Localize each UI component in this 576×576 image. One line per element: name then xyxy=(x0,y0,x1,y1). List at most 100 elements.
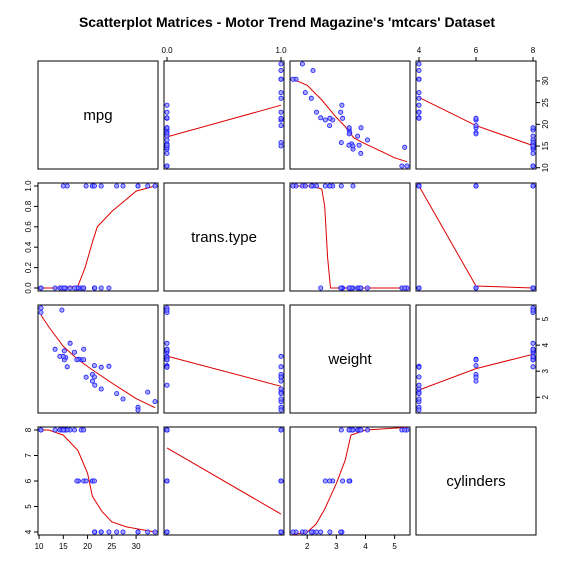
data-point xyxy=(327,123,333,129)
data-point xyxy=(152,183,158,189)
data-point xyxy=(302,183,308,189)
data-point xyxy=(164,115,170,121)
data-point xyxy=(364,285,370,291)
smoother-line xyxy=(418,353,534,391)
data-point xyxy=(278,353,284,359)
data-point xyxy=(278,396,284,402)
data-point xyxy=(67,285,73,291)
panel-mpg-vs-mpg: mpg xyxy=(37,60,159,170)
data-point xyxy=(91,363,97,369)
data-point xyxy=(164,142,170,148)
data-point xyxy=(350,183,356,189)
panel-frame xyxy=(37,182,159,292)
data-point xyxy=(120,183,126,189)
data-point xyxy=(302,90,308,96)
panel-frame xyxy=(163,60,285,170)
data-point xyxy=(322,478,328,484)
data-point xyxy=(416,407,422,413)
data-point xyxy=(530,163,536,169)
tick-label-right-mpg: 15 xyxy=(541,141,550,150)
tick-label-right-mpg: 20 xyxy=(541,119,550,128)
panel-mpg-vs-weight xyxy=(289,60,411,170)
smoother-line xyxy=(166,447,282,515)
panel-frame xyxy=(289,304,411,414)
data-point xyxy=(164,307,170,313)
data-point xyxy=(278,90,284,96)
panel-frame xyxy=(37,304,159,414)
data-point xyxy=(59,307,65,313)
data-point xyxy=(318,115,324,121)
data-point xyxy=(81,427,87,433)
panel-frame xyxy=(163,304,285,414)
data-point xyxy=(278,76,284,82)
data-point xyxy=(473,285,479,291)
data-point xyxy=(346,125,352,131)
data-point xyxy=(164,346,170,352)
data-point xyxy=(145,183,151,189)
data-point xyxy=(416,102,422,108)
data-point xyxy=(52,285,58,291)
data-point xyxy=(346,142,352,148)
data-point xyxy=(278,407,284,413)
panel-frame xyxy=(415,60,537,170)
smoother-line xyxy=(40,314,156,409)
data-point xyxy=(72,285,78,291)
panel-frame xyxy=(37,60,159,170)
tick-label-bottom-mpg: 15 xyxy=(59,542,68,551)
data-point xyxy=(135,183,141,189)
data-point xyxy=(322,183,328,189)
tick-label-bottom-mpg: 30 xyxy=(132,542,141,551)
tick-label-left-trans: 0.4 xyxy=(24,241,33,253)
data-point xyxy=(164,478,170,484)
data-point xyxy=(81,285,87,291)
data-point xyxy=(164,163,170,169)
data-point xyxy=(308,95,314,101)
data-point xyxy=(473,131,479,137)
data-point xyxy=(338,109,344,115)
data-point xyxy=(91,529,97,535)
data-point xyxy=(358,285,364,291)
data-point xyxy=(98,183,104,189)
data-point xyxy=(530,353,536,359)
panel-cylinders-vs-trans.type xyxy=(163,426,285,536)
data-point xyxy=(290,76,296,82)
data-point xyxy=(338,285,344,291)
data-point xyxy=(74,357,80,363)
data-point xyxy=(72,349,78,355)
panel-weight-vs-weight: weight xyxy=(289,304,411,414)
data-point xyxy=(278,478,284,484)
data-point xyxy=(92,382,98,388)
data-point xyxy=(473,183,479,189)
data-point xyxy=(308,529,314,535)
panel-frame xyxy=(415,182,537,292)
data-point xyxy=(416,115,422,121)
data-point xyxy=(530,150,536,156)
data-point xyxy=(164,529,170,535)
tick-label-left-cylinders: 4 xyxy=(24,529,33,534)
data-point xyxy=(346,131,352,137)
panel-mpg-vs-cylinders xyxy=(415,60,537,170)
tick-label-right-mpg: 30 xyxy=(541,76,550,85)
tick-label-bottom-weight: 5 xyxy=(392,542,397,551)
data-point xyxy=(346,478,352,484)
panel-mpg-vs-trans.type xyxy=(163,60,285,170)
data-point xyxy=(145,529,151,535)
variable-label-mpg: mpg xyxy=(83,107,112,124)
data-point xyxy=(145,389,151,395)
data-point xyxy=(278,109,284,115)
data-point xyxy=(60,427,66,433)
data-point xyxy=(52,346,58,352)
tick-label-left-trans: 0.0 xyxy=(24,282,33,294)
data-point xyxy=(106,285,112,291)
data-point xyxy=(404,163,410,169)
data-point xyxy=(164,125,170,131)
tick-label-top-cylinders: 4 xyxy=(417,46,422,55)
data-point xyxy=(278,143,284,149)
tick-label-bottom-weight: 4 xyxy=(363,542,368,551)
data-point xyxy=(350,143,356,149)
data-point xyxy=(52,427,58,433)
panel-frame xyxy=(37,426,159,536)
data-point xyxy=(416,95,422,101)
data-point xyxy=(358,150,364,156)
panel-frame xyxy=(163,182,285,292)
